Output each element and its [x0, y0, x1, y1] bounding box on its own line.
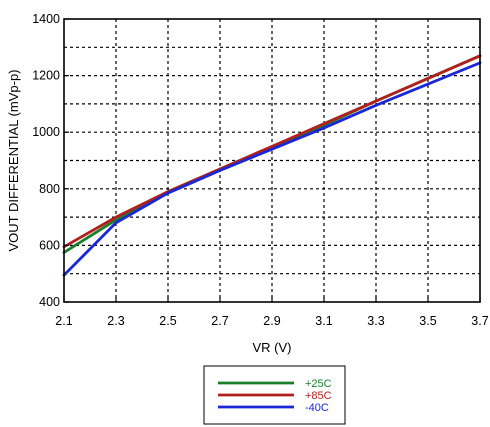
y-tick-labels: 400 600 800 1000 1200 1400 [32, 12, 69, 309]
x-tick-label: 2.7 [211, 314, 228, 328]
y-tick-label: 1000 [32, 125, 60, 139]
y-axis-title: VOUT DIFFERENTIAL (mVp-p) [6, 69, 21, 251]
legend-label: +25C [305, 378, 332, 390]
x-tick-label: 2.9 [263, 314, 280, 328]
x-tick-label: 2.3 [107, 314, 124, 328]
y-tick-label: 400 [39, 295, 60, 309]
x-tick-label: 3.1 [315, 314, 332, 328]
x-tick-label: 2.1 [55, 314, 72, 328]
y-tick-label: 600 [39, 238, 60, 252]
legend: +25C+85C-40C [203, 365, 346, 425]
y-tick-label: 1200 [32, 69, 60, 83]
series-layer [62, 54, 482, 277]
x-tick-label: 3.7 [471, 314, 488, 328]
legend-label: +85C [305, 390, 332, 402]
series-line-+85C [62, 54, 482, 249]
y-tick-label: 800 [39, 182, 60, 196]
legend-label: -40C [305, 402, 329, 414]
x-axis-title: VR (V) [253, 340, 292, 355]
x-tick-label: 2.5 [159, 314, 176, 328]
x-tick-label: 3.3 [367, 314, 384, 328]
y-tick-label: 1400 [32, 12, 60, 26]
x-tick-label: 3.5 [419, 314, 436, 328]
x-tick-labels: 2.1 2.3 2.5 2.7 2.9 3.1 3.3 3.5 3.7 [55, 297, 489, 328]
grid [64, 19, 480, 302]
series-line--40C [62, 61, 482, 277]
